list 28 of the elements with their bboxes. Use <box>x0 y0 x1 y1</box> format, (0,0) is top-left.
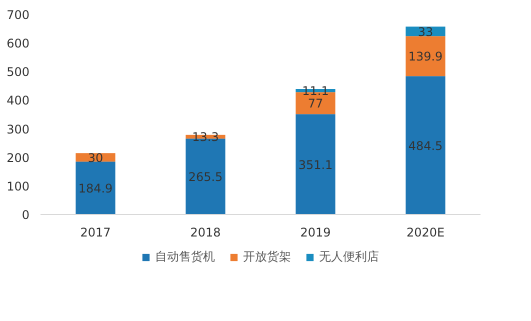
y-tick-label: 0 <box>22 208 30 222</box>
data-label: 265.5 <box>188 170 223 184</box>
y-tick-label: 400 <box>6 94 30 108</box>
y-tick-label: 700 <box>6 8 30 22</box>
legend-label: 自动售货机 <box>155 248 215 266</box>
data-label: 77 <box>308 96 324 111</box>
data-label: 484.5 <box>408 138 443 153</box>
y-tick-label: 500 <box>6 65 30 80</box>
bar <box>406 76 446 214</box>
y-tick-label: 200 <box>6 150 30 165</box>
data-label: 184.9 <box>78 182 113 196</box>
bar <box>406 36 446 76</box>
y-tick-label: 100 <box>6 179 30 194</box>
legend-label: 开放货架 <box>243 248 291 266</box>
data-label: 33 <box>418 24 434 39</box>
bar <box>296 114 336 214</box>
x-tick-label: 2018 <box>190 226 221 240</box>
legend-label: 无人便利店 <box>319 248 379 266</box>
y-tick-label: 300 <box>6 122 30 136</box>
data-label: 30 <box>88 150 104 165</box>
data-label: 11.1 <box>302 84 329 98</box>
x-tick-label: 2020E <box>406 226 445 240</box>
data-label: 139.9 <box>408 50 443 64</box>
data-label: 351.1 <box>298 158 333 172</box>
y-tick-label: 600 <box>6 36 30 51</box>
x-tick-label: 2017 <box>80 226 111 240</box>
bar <box>76 162 116 214</box>
x-tick-label: 2019 <box>300 226 331 240</box>
